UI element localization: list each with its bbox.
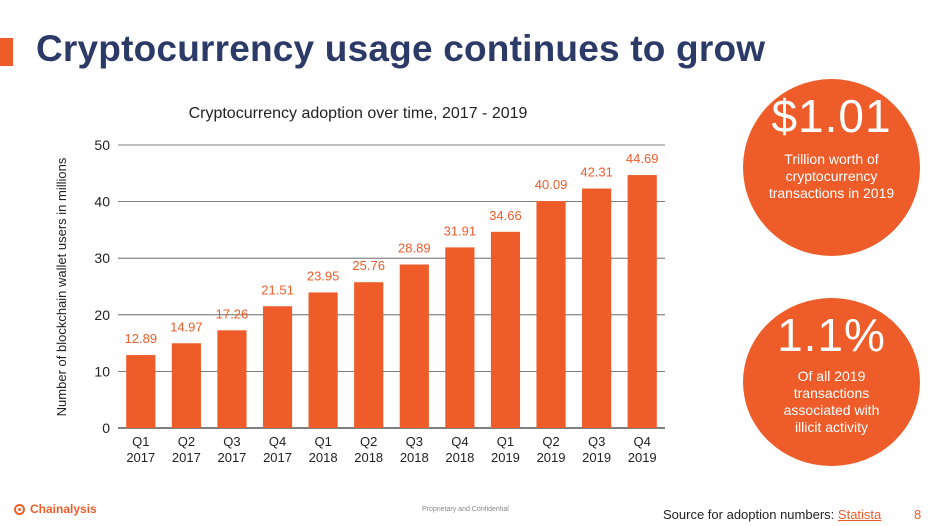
stat-value: $1.01 (771, 90, 892, 142)
bars (126, 175, 657, 428)
x-tick-year: 2017 (263, 450, 292, 465)
source-prefix: Source for adoption numbers: (663, 507, 835, 522)
y-axis-label: Number of blockchain wallet users in mil… (54, 157, 69, 416)
stat-illicit-share: 1.1% Of all 2019 transactions associated… (743, 298, 920, 466)
bar-value-label: 44.69 (626, 151, 659, 166)
gridlines (118, 144, 665, 429)
bar-value-label: 34.66 (489, 208, 522, 223)
bar (399, 264, 429, 428)
stat-value: 1.1% (777, 309, 886, 361)
stat-transaction-volume: $1.01 Trillion worth of cryptocurrency t… (743, 79, 920, 256)
x-tick-quarter: Q1 (314, 434, 331, 449)
x-tick-year: 2017 (217, 450, 246, 465)
bar (262, 306, 293, 428)
y-tick-label: 20 (94, 307, 110, 323)
y-tick-label: 30 (94, 250, 110, 266)
bar-value-label: 25.76 (352, 258, 385, 273)
x-tick-year: 2018 (400, 450, 429, 465)
x-tick-year: 2017 (126, 450, 155, 465)
x-tick-quarter: Q1 (132, 434, 149, 449)
x-tick-year: 2019 (628, 450, 657, 465)
title-accent-bar (0, 38, 13, 66)
x-tick-year: 2017 (172, 450, 201, 465)
bar-value-label: 31.91 (444, 223, 477, 238)
chainalysis-logo-icon (14, 503, 25, 515)
brand-name: Chainalysis (30, 502, 97, 516)
bar-value-label: 28.89 (398, 240, 431, 255)
bar-value-label: 12.89 (125, 331, 158, 346)
bar (490, 231, 521, 428)
bar (627, 175, 657, 428)
chart-title: Cryptocurrency adoption over time, 2017 … (189, 105, 528, 122)
x-tick-year: 2018 (309, 450, 338, 465)
confidential-note: Proprietary and Confidential (422, 506, 509, 513)
stat-caption: Trillion worth of cryptocurrency transac… (768, 151, 895, 201)
page-number: 8 (914, 507, 922, 522)
x-tick-quarter: Q4 (451, 434, 468, 449)
bar (445, 247, 475, 428)
bar (582, 188, 612, 428)
x-tick-year: 2019 (582, 450, 611, 465)
x-tick-quarter: Q4 (634, 434, 651, 449)
y-tick-label: 40 (94, 194, 110, 210)
bar-value-label: 21.51 (261, 282, 294, 297)
y-tick-label: 0 (102, 420, 110, 436)
x-tick-year: 2018 (445, 450, 474, 465)
value-labels: 12.89 14.97 17.26 21.51 23.95 25.76 28.89 31.91… (125, 151, 659, 346)
bar (171, 343, 201, 428)
bar-value-label: 14.97 (170, 319, 203, 334)
x-tick-quarter: Q1 (497, 434, 514, 449)
x-tick-quarter: Q2 (360, 434, 377, 449)
bar (217, 330, 247, 428)
bar-value-label: 40.09 (535, 177, 568, 192)
brand-logo: Chainalysis (14, 502, 97, 516)
slide-title: Cryptocurrency usage continues to grow (36, 28, 766, 69)
source-link[interactable]: Statista (837, 507, 882, 522)
x-tick-quarter: Q2 (542, 434, 559, 449)
x-tick-labels: Q12017Q22017Q32017Q42017Q12018Q22018Q320… (126, 434, 656, 465)
x-tick-quarter: Q4 (269, 434, 286, 449)
bar-value-label: 17.26 (216, 306, 249, 321)
x-tick-year: 2018 (354, 450, 383, 465)
x-tick-quarter: Q2 (178, 434, 195, 449)
x-tick-year: 2019 (537, 450, 566, 465)
y-tick-label: 50 (94, 137, 110, 153)
bar (308, 292, 338, 428)
x-tick-year: 2019 (491, 450, 520, 465)
stat-caption: Of all 2019 transactions associated with… (783, 368, 880, 435)
bar (354, 282, 384, 428)
bar (536, 201, 566, 428)
x-tick-quarter: Q3 (406, 434, 423, 449)
y-tick-label: 10 (94, 363, 110, 379)
bar (126, 355, 156, 428)
source-note: Source for adoption numbers: Statista (663, 507, 881, 522)
x-tick-quarter: Q3 (588, 434, 605, 449)
bar-value-label: 23.95 (307, 268, 340, 283)
bar-value-label: 42.31 (580, 165, 613, 180)
y-tick-labels: 0 10 20 30 40 50 (94, 137, 110, 436)
x-tick-quarter: Q3 (223, 434, 240, 449)
